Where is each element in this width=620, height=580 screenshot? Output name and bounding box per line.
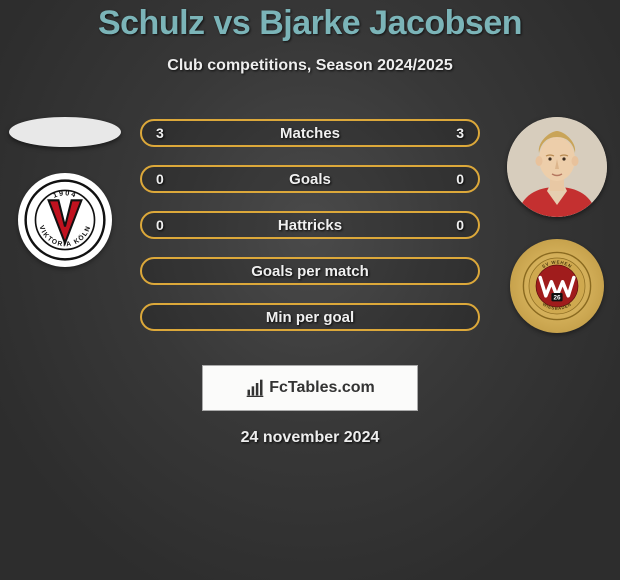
stat-row-hattricks: 0 Hattricks 0 xyxy=(140,211,480,239)
player-left-photo xyxy=(9,117,121,147)
stat-label: Min per goal xyxy=(142,309,478,326)
club-left-logo: 1904 VIKTORIA KÖLN xyxy=(18,173,112,267)
stat-row-goals: 0 Goals 0 xyxy=(140,165,480,193)
subtitle: Club competitions, Season 2024/2025 xyxy=(0,57,620,75)
bar-chart-icon xyxy=(245,378,265,398)
stat-label: Matches xyxy=(142,125,478,142)
stat-right-value: 0 xyxy=(450,171,464,187)
stat-row-matches: 3 Matches 3 xyxy=(140,119,480,147)
stat-label: Hattricks xyxy=(142,217,478,234)
stats-list: 3 Matches 3 0 Goals 0 0 Hattricks 0 Goal… xyxy=(140,119,480,331)
stat-right-value: 0 xyxy=(450,217,464,233)
date-text: 24 november 2024 xyxy=(0,429,620,447)
club-right-logo: SV WEHEN WIESBADEN 26 xyxy=(510,239,604,333)
player-right-photo xyxy=(507,117,607,217)
player-portrait-icon xyxy=(507,117,607,217)
stat-left-value: 3 xyxy=(156,125,170,141)
viktoria-koln-crest-icon: 1904 VIKTORIA KÖLN xyxy=(24,179,106,261)
stat-row-min-per-goal: Min per goal xyxy=(140,303,480,331)
stat-label: Goals xyxy=(142,171,478,188)
stat-left-value: 0 xyxy=(156,217,170,233)
brand-box: FcTables.com xyxy=(202,365,418,411)
stat-label: Goals per match xyxy=(142,263,478,280)
brand-text: FcTables.com xyxy=(269,379,375,397)
svg-text:26: 26 xyxy=(553,295,561,302)
comparison-area: 1904 VIKTORIA KÖLN xyxy=(0,117,620,357)
page-title: Schulz vs Bjarke Jacobsen xyxy=(0,0,620,43)
wehen-wiesbaden-crest-icon: SV WEHEN WIESBADEN 26 xyxy=(522,251,592,321)
stat-right-value: 3 xyxy=(450,125,464,141)
stat-left-value: 0 xyxy=(156,171,170,187)
stat-row-goals-per-match: Goals per match xyxy=(140,257,480,285)
